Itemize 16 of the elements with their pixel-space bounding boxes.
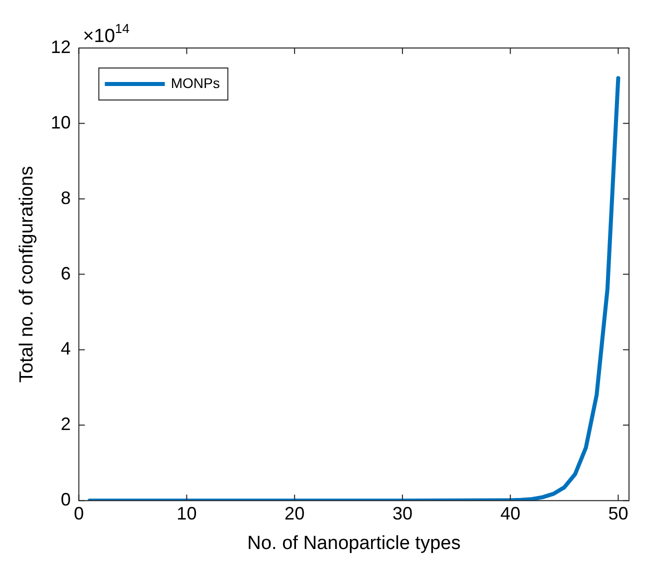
x-tick-label: 30: [392, 503, 412, 524]
x-axis-title: No. of Nanoparticle types: [247, 532, 461, 554]
y-tick-label: 10: [50, 112, 71, 132]
x-tick-label: 40: [500, 503, 520, 524]
y-tick-label: 12: [50, 36, 71, 57]
y-tick-label: 8: [60, 188, 71, 208]
y-tick-label: 4: [60, 338, 71, 359]
x-tick-label: 10: [176, 503, 197, 524]
y-tick-label: 0: [60, 490, 71, 510]
legend-label: MONPs: [170, 74, 220, 91]
y-axis-title: Total no. of configurations: [16, 166, 38, 383]
y-tick-label: 2: [60, 414, 71, 434]
x-tick-label: 0: [74, 503, 84, 524]
x-tick-label: 50: [608, 503, 628, 524]
x-tick-label: 20: [284, 503, 305, 524]
y-tick-label: 6: [60, 263, 71, 284]
